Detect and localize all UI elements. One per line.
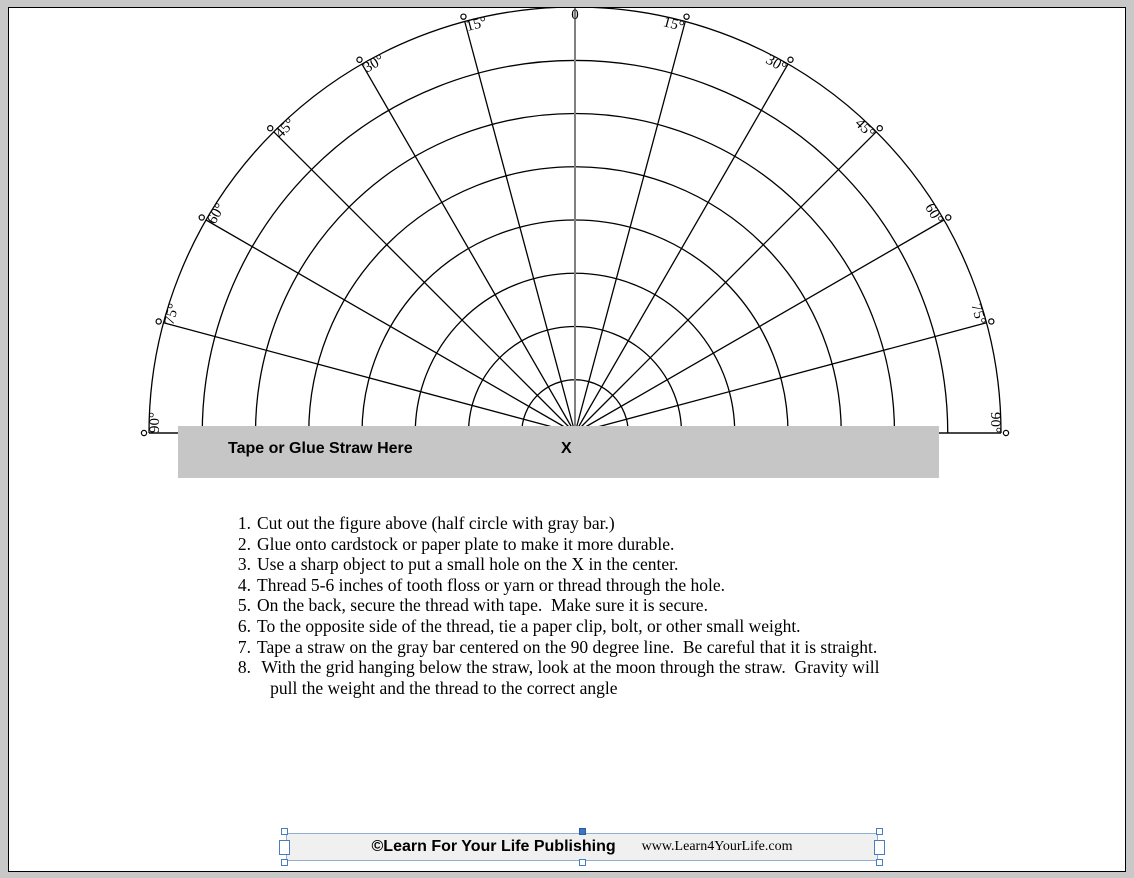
protractor-tick-dot [876, 125, 883, 132]
protractor-degree-label: 90° [987, 412, 1003, 433]
protractor-radial-line [273, 131, 576, 434]
footer-url-text: www.Learn4YourLife.com [641, 839, 793, 854]
protractor-degree-label: 90° [147, 412, 163, 433]
protractor-tick-dot [683, 13, 690, 20]
protractor-radial-line [163, 322, 576, 434]
instruction-number: 6. [237, 615, 251, 636]
selection-handle-bottom-right[interactable] [876, 859, 883, 866]
protractor-degree-label: 75° [162, 302, 183, 326]
instruction-number: 5. [237, 595, 251, 616]
selection-handle-top-left[interactable] [281, 828, 288, 835]
instructions-list: 1. Cut out the figure above (half circle … [231, 513, 931, 698]
instruction-text: On the back, secure the thread with tape… [257, 595, 708, 616]
protractor-grid-svg: 0 15° 30° 45° 60° 75° 90° 15° 30° 45° 60° 75° 90° [140, 8, 1010, 437]
protractor-tick-dots [140, 13, 1010, 437]
protractor-degree-label: 60° [204, 201, 228, 227]
instruction-item: 5. On the back, secure the thread with ta… [231, 595, 931, 616]
footer-textbox[interactable]: ©Learn For Your Life Publishing www.Lear… [286, 833, 878, 861]
selection-handle-middle-left[interactable] [279, 840, 290, 855]
instruction-item: 8. With the grid hanging below the straw… [231, 657, 931, 698]
protractor-degree-label: 75° [968, 302, 989, 326]
footer-textbox-selection[interactable]: ©Learn For Your Life Publishing www.Lear… [279, 828, 885, 866]
protractor-tick-dot [460, 13, 467, 20]
instruction-item: 7. Tape a straw on the gray bar centered … [231, 637, 931, 658]
protractor-tick-dot [787, 56, 794, 63]
instruction-text: Thread 5-6 inches of tooth floss or yarn… [257, 574, 725, 595]
protractor-arc [148, 8, 1002, 434]
instruction-number: 8. [237, 657, 251, 678]
protractor-radial-line [205, 219, 576, 434]
instruction-text: Tape a straw on the gray bar centered on… [257, 636, 878, 657]
selection-handle-middle-right[interactable] [874, 840, 885, 855]
selection-handle-bottom-center[interactable] [579, 859, 586, 866]
instruction-number: 1. [237, 513, 251, 533]
protractor-radial-line [574, 21, 686, 434]
instruction-text: To the opposite side of the thread, tie … [257, 615, 801, 636]
selection-handle-bottom-left[interactable] [281, 859, 288, 866]
document-page: 0 15° 30° 45° 60° 75° 90° 15° 30° 45° 60° 75° 90° Ta… [8, 7, 1126, 872]
instruction-number: 2. [237, 533, 251, 554]
protractor-figure: 0 15° 30° 45° 60° 75° 90° 15° 30° 45° 60° 75° 90° [9, 8, 1125, 478]
protractor-degree-label: 0 [571, 8, 579, 23]
footer-copyright-text: ©Learn For Your Life Publishing [371, 838, 616, 855]
protractor-tick-dot [140, 429, 148, 437]
straw-bar-label: Tape or Glue Straw Here [228, 440, 413, 457]
protractor-radial-line [574, 131, 877, 434]
protractor-tick-dot [356, 56, 363, 63]
instruction-number: 3. [237, 554, 251, 575]
protractor-degree-label: 45° [272, 116, 298, 142]
protractor-degree-label: 30° [361, 52, 387, 76]
protractor-tick-dot [945, 214, 952, 221]
straw-bar: Tape or Glue Straw Here X [178, 426, 939, 478]
instruction-item: 3. Use a sharp object to put a small hole… [231, 554, 931, 575]
instruction-item: 2. Glue onto cardstock or paper plate to … [231, 534, 931, 555]
protractor-radial-line [361, 63, 576, 434]
protractor-tick-dot [155, 318, 162, 325]
instruction-item: 1. Cut out the figure above (half circle … [231, 513, 931, 534]
selection-handle-top-right[interactable] [876, 828, 883, 835]
instruction-number: 4. [237, 574, 251, 595]
selection-handle-top-center[interactable] [579, 828, 586, 835]
protractor-radial-line [574, 322, 987, 434]
instruction-text: Glue onto cardstock or paper plate to ma… [257, 533, 675, 554]
protractor-tick-dot [1002, 429, 1010, 437]
protractor-degree-label: 60° [921, 201, 945, 227]
instruction-item: 6. To the opposite side of the thread, ti… [231, 616, 931, 637]
instruction-text: Use a sharp object to put a small hole o… [257, 554, 679, 575]
instruction-number: 7. [237, 636, 251, 657]
protractor-degree-label: 45° [851, 116, 877, 142]
protractor-degree-label: 30° [763, 52, 789, 76]
instruction-text: With the grid hanging below the straw, l… [261, 657, 880, 698]
instruction-item: 4. Thread 5-6 inches of tooth floss or ya… [231, 575, 931, 596]
center-hole-marker: X [561, 440, 572, 457]
protractor-radial-line [464, 21, 576, 434]
protractor-degree-label: 15° [464, 14, 488, 35]
protractor-tick-dot [988, 318, 995, 325]
protractor-tick-dot [198, 214, 205, 221]
instruction-text: Cut out the figure above (half circle wi… [257, 513, 615, 533]
protractor-degree-label: 15° [661, 14, 685, 35]
protractor-radial-line [574, 219, 945, 434]
protractor-tick-dot [267, 125, 274, 132]
protractor-radial-line [574, 63, 789, 434]
